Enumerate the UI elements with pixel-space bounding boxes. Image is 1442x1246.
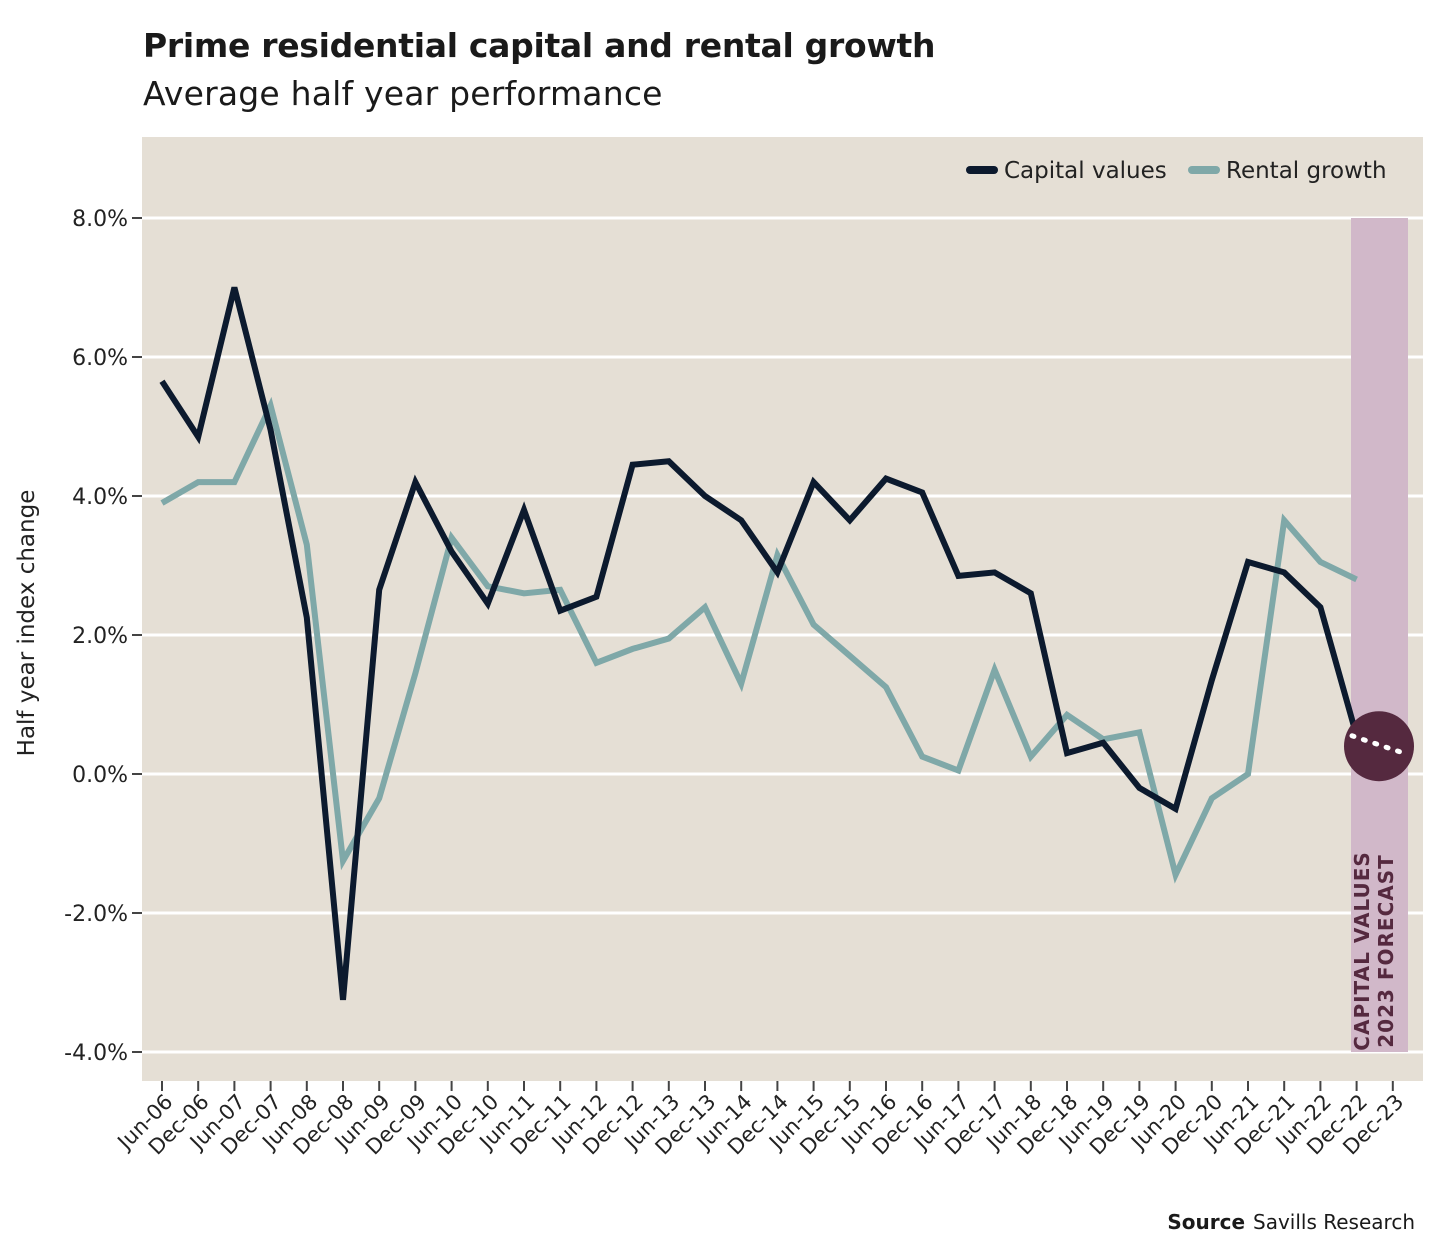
source-label: Source (1167, 1210, 1246, 1234)
source-note: Source Savills Research (1167, 1210, 1415, 1234)
chart-subtitle: Average half year performance (143, 74, 663, 113)
y-tick-label: 4.0% (72, 485, 128, 510)
legend-label: Capital values (1004, 158, 1167, 184)
gridlines (142, 216, 1423, 1054)
y-tick-label: -2.0% (64, 902, 128, 927)
chart-title: Prime residential capital and rental gro… (143, 26, 936, 65)
plot-panel (142, 137, 1423, 1081)
legend-label: Rental growth (1226, 158, 1387, 184)
forecast-band (1351, 218, 1408, 1052)
series-line-rental-growth (160, 396, 1358, 884)
y-tick-label: 2.0% (72, 624, 128, 649)
forecast-dotted-line (1349, 733, 1410, 757)
legend: Capital values Rental growth (966, 158, 1387, 184)
y-axis: -4.0% -2.0% 0.0% 2.0% 4.0% 6.0% 8.0% (64, 207, 142, 1066)
y-axis-label: Half year index change (14, 490, 40, 757)
forecast-point (1344, 711, 1414, 782)
forecast-label-line2: 2023 FORECAST (1374, 854, 1398, 1048)
y-tick-label: 8.0% (72, 207, 128, 232)
forecast-marker: CAPITAL VALUES2023 FORECAST (1344, 711, 1414, 1051)
forecast-label: CAPITAL VALUES2023 FORECAST (1350, 851, 1398, 1050)
source-value: Savills Research (1253, 1210, 1415, 1234)
series-line-capital-values (159, 286, 1360, 1001)
x-axis: Jun-06Dec-06Jun-07Dec-07Jun-08Dec-08Jun-… (112, 1081, 1408, 1160)
y-tick-label: -4.0% (64, 1041, 128, 1066)
series-lines (159, 286, 1360, 1001)
forecast-label-line1: CAPITAL VALUES (1350, 851, 1374, 1050)
y-tick-label: 0.0% (72, 763, 128, 788)
y-tick-label: 6.0% (72, 346, 128, 371)
